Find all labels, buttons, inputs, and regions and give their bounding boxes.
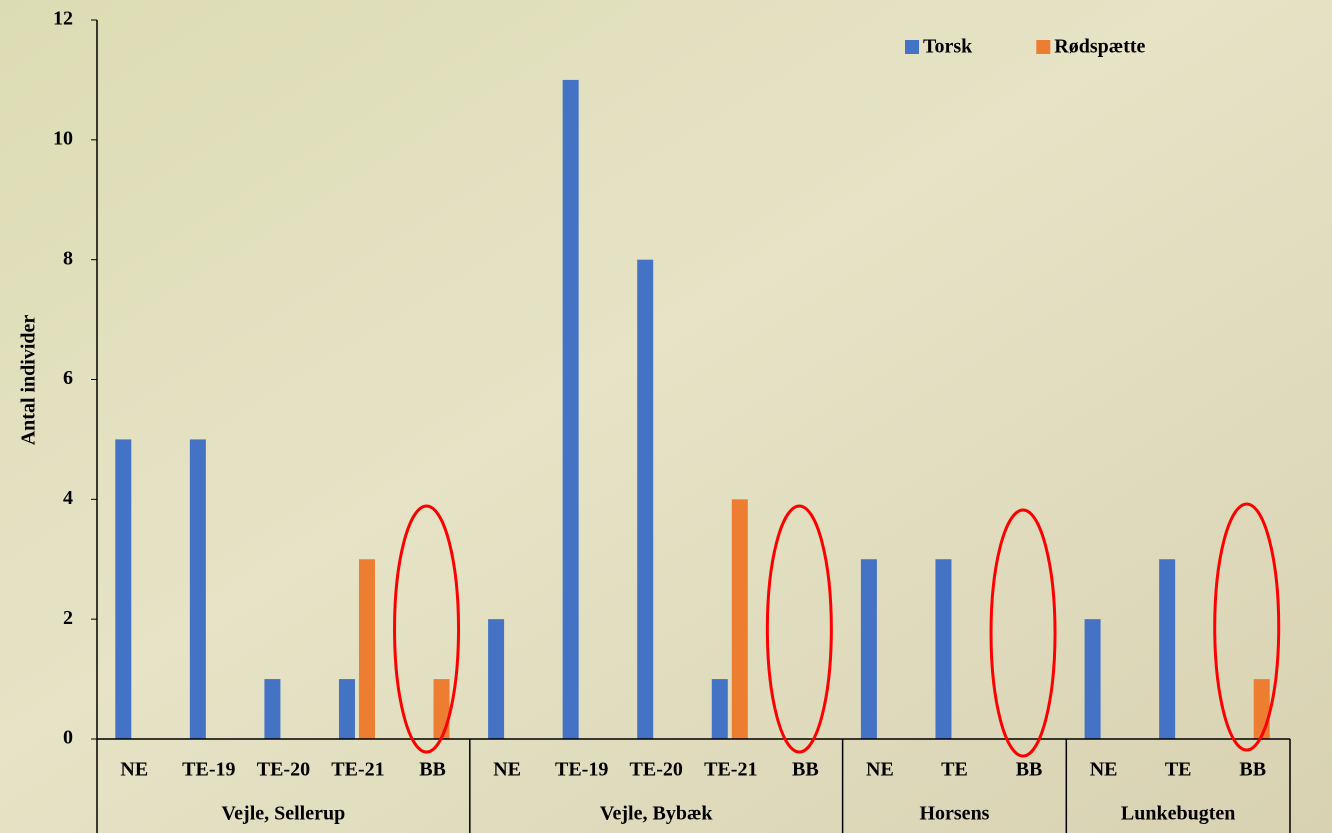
x-tick-label: BB bbox=[419, 759, 446, 781]
bar bbox=[433, 679, 450, 739]
highlight-ellipse bbox=[1213, 502, 1281, 752]
bar bbox=[115, 439, 132, 739]
bar bbox=[358, 559, 375, 739]
x-tick-label: NE bbox=[1090, 759, 1118, 781]
x-tick-label: TE-19 bbox=[182, 759, 235, 781]
group-label: Horsens bbox=[919, 803, 989, 825]
legend-label: Rødspætte bbox=[1054, 36, 1145, 58]
bar bbox=[1084, 619, 1101, 739]
bar bbox=[562, 79, 579, 739]
x-tick-label: BB bbox=[1016, 759, 1043, 781]
x-tick-label: NE bbox=[866, 759, 894, 781]
bar bbox=[935, 559, 952, 739]
bar bbox=[264, 679, 281, 739]
highlight-ellipse bbox=[989, 508, 1057, 758]
bar bbox=[1253, 679, 1270, 739]
bar bbox=[189, 439, 206, 739]
x-tick-label: TE-21 bbox=[331, 759, 384, 781]
bar bbox=[637, 259, 654, 739]
group-label: Vejle, Bybæk bbox=[600, 803, 713, 825]
group-label: Lunkebugten bbox=[1121, 803, 1236, 825]
y-axis-label: Antal individer bbox=[18, 315, 40, 446]
y-tick-label: 4 bbox=[63, 487, 73, 509]
legend-label: Torsk bbox=[923, 36, 973, 58]
y-tick-label: 0 bbox=[63, 727, 73, 749]
x-tick-label: BB bbox=[792, 759, 819, 781]
legend-swatch bbox=[905, 40, 919, 54]
y-tick-label: 2 bbox=[63, 607, 73, 629]
legend-swatch bbox=[1036, 40, 1051, 54]
group-label: Vejle, Sellerup bbox=[222, 803, 346, 825]
x-tick-label: BB bbox=[1239, 759, 1266, 781]
x-tick-label: TE-20 bbox=[257, 759, 310, 781]
bar bbox=[860, 559, 877, 739]
x-tick-label: NE bbox=[120, 759, 148, 781]
highlight-ellipse bbox=[765, 504, 833, 754]
y-tick-label: 10 bbox=[53, 127, 73, 149]
x-tick-label: TE bbox=[941, 759, 968, 781]
bar bbox=[731, 499, 748, 739]
y-tick-label: 8 bbox=[63, 247, 73, 269]
bar bbox=[488, 619, 505, 739]
x-tick-label: TE-20 bbox=[630, 759, 683, 781]
x-tick-label: TE-21 bbox=[704, 759, 757, 781]
bar bbox=[338, 679, 355, 739]
y-tick-label: 12 bbox=[53, 8, 73, 30]
highlight-ellipse bbox=[393, 504, 461, 754]
x-tick-label: TE-19 bbox=[555, 759, 608, 781]
x-tick-label: NE bbox=[493, 759, 521, 781]
y-tick-label: 6 bbox=[63, 367, 73, 389]
bar bbox=[711, 679, 728, 739]
x-tick-label: TE bbox=[1165, 759, 1192, 781]
bar bbox=[1159, 559, 1176, 739]
